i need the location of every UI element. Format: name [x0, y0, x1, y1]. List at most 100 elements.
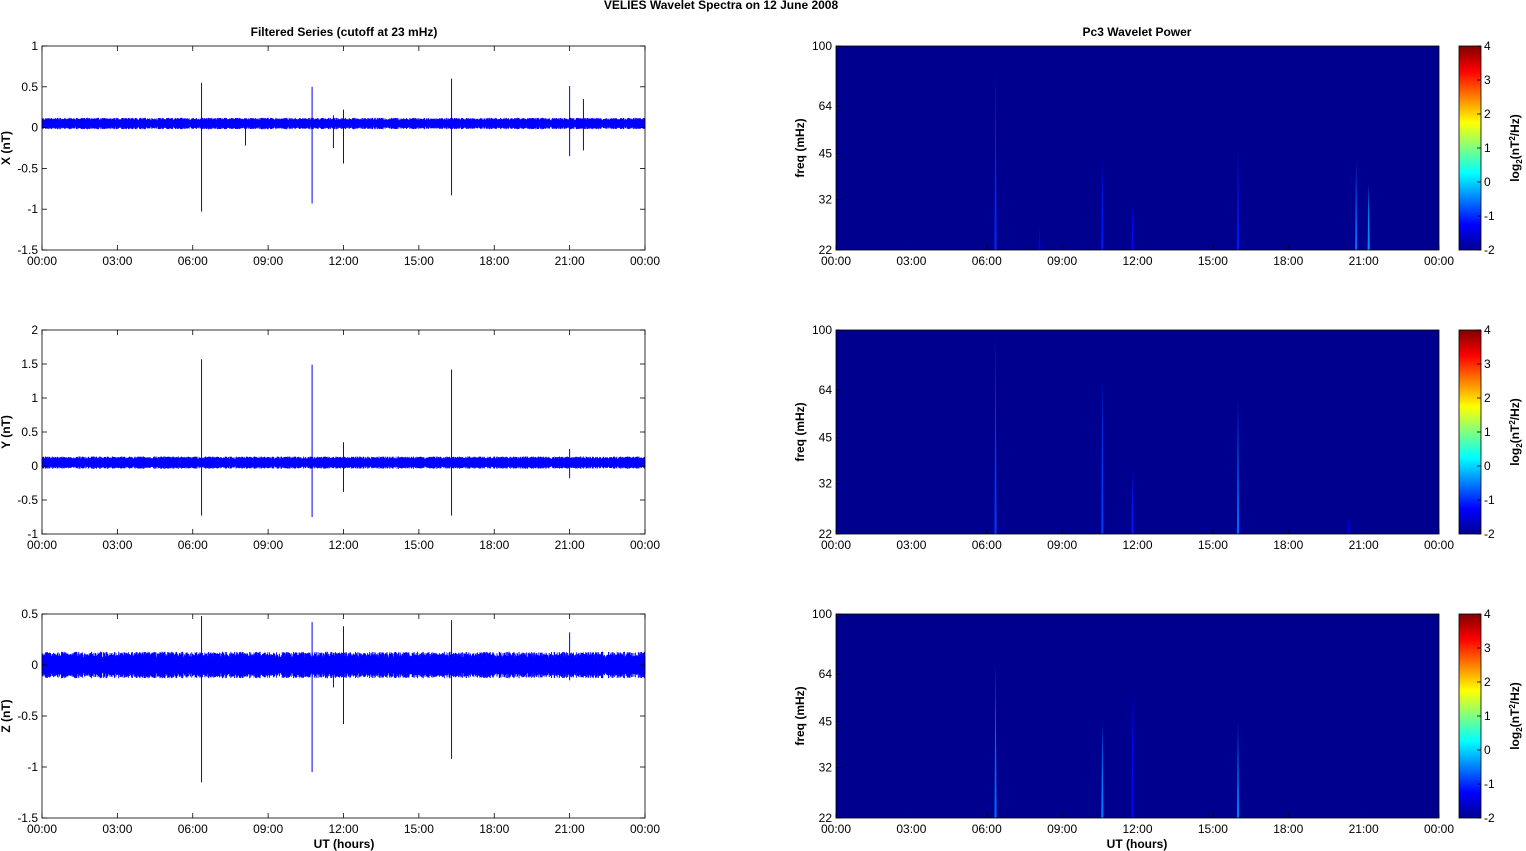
y-tick-label: 1.5 [21, 357, 38, 371]
x-tick-label: 18:00 [479, 538, 509, 552]
wavelet-streak-3 [1101, 159, 1104, 250]
colorbar-label-part: (nT [1508, 424, 1522, 443]
x-tick-label: 12:00 [328, 254, 358, 268]
colorbar-tick-label: -2 [1484, 527, 1495, 541]
y-tick-label: 32 [819, 193, 833, 207]
y-tick-label: 100 [812, 39, 832, 53]
colorbar-label-part: 2 [1515, 727, 1524, 732]
y-axis-label: X (nT) [0, 131, 13, 165]
x-tick-label: 00:00 [821, 538, 851, 552]
colorbar-tick-label: -1 [1484, 777, 1495, 791]
colorbar-label-part: 2 [1508, 420, 1517, 425]
x-tick-label: 09:00 [1047, 254, 1077, 268]
y-tick-label: 1 [31, 39, 38, 53]
x-tick-label: 00:00 [27, 254, 57, 268]
wavelet-streak-4 [1236, 398, 1240, 534]
colorbar-label-part: 2 [1508, 704, 1517, 709]
x-tick-label: 03:00 [896, 822, 926, 836]
x-tick-label: 15:00 [1198, 254, 1228, 268]
colorbar-label-part: (nT [1508, 140, 1522, 159]
x-tick-label: 09:00 [1047, 538, 1077, 552]
y-tick-label: 32 [819, 761, 833, 775]
x-tick-label: 03:00 [896, 254, 926, 268]
colorbar-tick-label: 3 [1484, 357, 1491, 371]
y-tick-label: -1 [27, 760, 38, 774]
y-tick-label: 0.5 [21, 80, 38, 94]
y-axis-label: freq (mHz) [793, 118, 807, 177]
wavelet-streak-7 [1367, 183, 1370, 250]
left-x-axis-label: UT (hours) [314, 837, 375, 851]
x-tick-label: 18:00 [479, 254, 509, 268]
heatmap-area [836, 330, 1439, 534]
y-tick-label: 45 [819, 431, 833, 445]
colorbar-tick-label: 2 [1484, 675, 1491, 689]
x-tick-label: 06:00 [972, 254, 1002, 268]
y-tick-label: 32 [819, 477, 833, 491]
y-tick-label: 22 [819, 243, 833, 257]
colorbar-label-part: log [1508, 732, 1522, 750]
y-tick-label: 0 [31, 121, 38, 135]
x-tick-label: 06:00 [178, 254, 208, 268]
colorbar-tick-label: 1 [1484, 141, 1491, 155]
colorbar-label-part: 2 [1515, 159, 1524, 164]
wavelet-streak-3 [1131, 687, 1134, 818]
y-tick-label: 2 [31, 323, 38, 337]
x-tick-label: 21:00 [1349, 254, 1379, 268]
x-tick-label: 18:00 [1273, 254, 1303, 268]
heatmap-area [836, 46, 1439, 250]
x-tick-label: 15:00 [404, 254, 434, 268]
y-axis-label: Y (nT) [0, 415, 13, 449]
colorbar-label-part: (nT [1508, 708, 1522, 727]
wavelet-streak-4 [1236, 721, 1240, 818]
colorbar-tick-label: 0 [1484, 175, 1491, 189]
panels: 10.50-0.5-1-1.500:00 03:00 06:00 09:00 12:00… [0, 39, 1524, 836]
y-tick-label: 0.5 [21, 425, 38, 439]
left-column-title: Filtered Series (cutoff at 23 mHz) [251, 25, 438, 39]
x-tick-label: 15:00 [404, 822, 434, 836]
x-tick-label: 12:00 [1122, 254, 1152, 268]
x-tick-label: 12:00 [1122, 538, 1152, 552]
figure-title: VELIES Wavelet Spectra on 12 June 2008 [604, 0, 839, 12]
colorbar-tick-label: 1 [1484, 709, 1491, 723]
x-tick-label: 00:00 [1424, 254, 1454, 268]
colorbar-tick-label: 4 [1484, 323, 1491, 337]
colorbar-tick-label: 4 [1484, 607, 1491, 621]
x-tick-label: 06:00 [972, 822, 1002, 836]
x-tick-label: 18:00 [1273, 822, 1303, 836]
colorbar-tick-label: 3 [1484, 73, 1491, 87]
x-tick-label: 12:00 [328, 538, 358, 552]
y-tick-label: 0 [31, 658, 38, 672]
heatmap-area [836, 614, 1439, 818]
x-tick-label: 00:00 [630, 538, 660, 552]
x-tick-label: 18:00 [1273, 538, 1303, 552]
x-tick-label: 09:00 [253, 254, 283, 268]
x-tick-label: 03:00 [896, 538, 926, 552]
x-tick-label: 18:00 [479, 822, 509, 836]
colorbar-tick-label: -1 [1484, 493, 1495, 507]
wavelet-streak-2 [1101, 721, 1104, 818]
x-tick-label: 00:00 [821, 822, 851, 836]
wavelet-streak-4 [1131, 203, 1134, 250]
y-tick-label: -1.5 [17, 243, 38, 257]
x-tick-label: 21:00 [1349, 822, 1379, 836]
y-tick-label: 22 [819, 527, 833, 541]
wavelet-streak-6 [1354, 159, 1358, 250]
y-tick-label: 64 [819, 99, 833, 113]
plot-area [42, 330, 645, 534]
y-tick-label: 45 [819, 715, 833, 729]
x-tick-label: 15:00 [1198, 822, 1228, 836]
y-tick-label: 1 [31, 391, 38, 405]
colorbar-label-part: 2 [1508, 136, 1517, 141]
x-tick-label: 21:00 [555, 254, 585, 268]
y-tick-label: -0.5 [17, 493, 38, 507]
colorbar-label-part: /Hz) [1508, 682, 1522, 704]
x-tick-label: 03:00 [102, 254, 132, 268]
colorbar-label-part: log [1508, 164, 1522, 182]
x-tick-label: 03:00 [102, 538, 132, 552]
series-panel-z: 0.50-0.5-1-1.500:00 03:00 06:00 09:00 12:00 1… [0, 607, 660, 836]
wavelet-streak-2 [1101, 378, 1104, 534]
